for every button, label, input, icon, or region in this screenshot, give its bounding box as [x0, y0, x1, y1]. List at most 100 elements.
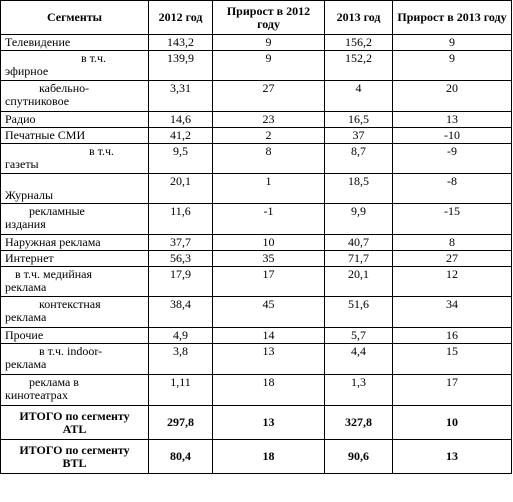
segment-cell: Интернет — [0, 250, 149, 267]
value-2013: 51,6 — [324, 296, 393, 328]
growth-2013: 13 — [392, 111, 512, 128]
growth-2012: 9 — [212, 34, 325, 51]
table-row: Наружная реклама 37,7 10 40,7 8 — [0, 234, 512, 251]
segment-label-line2: газеты — [5, 157, 39, 171]
segment-label: Радио — [5, 112, 36, 126]
segment-label-line2: реклама — [5, 280, 47, 294]
growth-2012: 8 — [212, 143, 325, 174]
value-2012: 37,7 — [148, 234, 213, 251]
value-2013: 152,2 — [324, 50, 393, 81]
value-2012: 1,11 — [148, 374, 213, 406]
growth-2013: -8 — [392, 173, 512, 204]
value-2013: 71,7 — [324, 250, 393, 267]
segment-cell: Телевидение — [0, 34, 149, 51]
table-row: реклама в кинотеатрах 1,11 18 1,3 17 — [0, 374, 512, 406]
segment-label: Журналы — [5, 188, 54, 202]
segment-label-line2: ATL — [62, 421, 87, 436]
segment-cell: ИТОГО по сегменту BTL — [0, 439, 149, 474]
table-row: Журналы 20,1 1 18,5 -8 — [0, 173, 512, 204]
value-2012: 4,9 — [148, 327, 213, 344]
growth-2012: 13 — [212, 343, 325, 375]
growth-2012: 10 — [212, 234, 325, 251]
header-row: Сегменты 2012 год Прирост в 2012 году 20… — [0, 0, 512, 35]
growth-2013: 9 — [392, 34, 512, 51]
growth-2012: 14 — [212, 327, 325, 344]
table-row: Интернет 56,3 35 71,7 27 — [0, 250, 512, 267]
growth-2012: 18 — [212, 374, 325, 406]
value-2013: 8,7 — [324, 143, 393, 174]
value-2013: 5,7 — [324, 327, 393, 344]
segment-cell: рекламные издания — [0, 203, 149, 235]
segment-label-line2: эфирное — [5, 64, 49, 78]
value-2013: 37 — [324, 127, 393, 144]
value-2013: 18,5 — [324, 173, 393, 204]
value-2013: 1,3 — [324, 374, 393, 406]
segment-label-line2: спутниковое — [5, 94, 70, 108]
growth-2013: 17 — [392, 374, 512, 406]
table-row: Печатные СМИ 41,2 2 37 -10 — [0, 127, 512, 144]
total-row-btl: ИТОГО по сегменту BTL 80,4 18 90,6 13 — [0, 439, 512, 474]
segment-label-line1: в т.ч. indoor- — [39, 344, 103, 358]
segment-cell: Печатные СМИ — [0, 127, 149, 144]
segment-label: Телевидение — [5, 35, 71, 49]
segment-label-line1: ИТОГО по сегменту — [19, 408, 130, 423]
growth-2012: 23 — [212, 111, 325, 128]
growth-2012: 1 — [212, 173, 325, 204]
segment-cell: в т.ч. эфирное — [0, 50, 149, 81]
segment-label-line1: рекламные — [29, 204, 85, 218]
segment-cell: Прочие — [0, 327, 149, 344]
value-2012: 11,6 — [148, 203, 213, 235]
segment-cell: контекстная реклама — [0, 296, 149, 328]
value-2012: 20,1 — [148, 173, 213, 204]
growth-2013: 34 — [392, 296, 512, 328]
advertising-segments-table: Сегменты 2012 год Прирост в 2012 году 20… — [0, 0, 512, 474]
growth-2013: 10 — [392, 405, 512, 440]
table-row: в т.ч. эфирное 139,9 9 152,2 9 — [0, 50, 512, 81]
value-2013: 20,1 — [324, 266, 393, 297]
value-2013: 156,2 — [324, 34, 393, 51]
growth-2012: 27 — [212, 80, 325, 112]
table-row: Прочие 4,9 14 5,7 16 — [0, 327, 512, 344]
header-segments: Сегменты — [0, 0, 149, 35]
header-growth-2012: Прирост в 2012 году — [212, 0, 325, 35]
growth-2013: 27 — [392, 250, 512, 267]
value-2012: 41,2 — [148, 127, 213, 144]
segment-label-line1: в т.ч. — [81, 51, 107, 65]
segment-label-line2: BTL — [62, 455, 87, 470]
growth-2012: 35 — [212, 250, 325, 267]
segment-label-line1: в т.ч. — [89, 144, 115, 158]
growth-2012: 13 — [212, 405, 325, 440]
segment-cell: ИТОГО по сегменту ATL — [0, 405, 149, 440]
table-row: в т.ч. медийная реклама 17,9 17 20,1 12 — [0, 266, 512, 297]
growth-2013: 13 — [392, 439, 512, 474]
value-2012: 38,4 — [148, 296, 213, 328]
growth-2012: 9 — [212, 50, 325, 81]
growth-2013: -10 — [392, 127, 512, 144]
segment-cell: кабельно- спутниковое — [0, 80, 149, 112]
segment-cell: Наружная реклама — [0, 234, 149, 251]
table-row: Радио 14,6 23 16,5 13 — [0, 111, 512, 128]
table-row: кабельно- спутниковое 3,31 27 4 20 — [0, 80, 512, 112]
value-2012: 9,5 — [148, 143, 213, 174]
growth-2012: -1 — [212, 203, 325, 235]
header-2012: 2012 год — [148, 0, 213, 35]
segment-cell: реклама в кинотеатрах — [0, 374, 149, 406]
segment-label-line1: контекстная — [39, 297, 101, 311]
segment-label-line2: издания — [5, 217, 46, 231]
growth-2013: 20 — [392, 80, 512, 112]
value-2012: 3,31 — [148, 80, 213, 112]
growth-2012: 45 — [212, 296, 325, 328]
value-2013: 40,7 — [324, 234, 393, 251]
segment-label-line2: реклама — [5, 310, 47, 324]
value-2012: 17,9 — [148, 266, 213, 297]
growth-2013: 16 — [392, 327, 512, 344]
segment-label: Прочие — [5, 328, 44, 342]
segment-cell: в т.ч. indoor- реклама — [0, 343, 149, 375]
segment-cell: Радио — [0, 111, 149, 128]
growth-2013: -15 — [392, 203, 512, 235]
segment-label-line1: реклама в — [29, 375, 79, 389]
segment-cell: в т.ч. газеты — [0, 143, 149, 174]
growth-2013: 9 — [392, 50, 512, 81]
growth-2012: 18 — [212, 439, 325, 474]
segment-cell: в т.ч. медийная реклама — [0, 266, 149, 297]
